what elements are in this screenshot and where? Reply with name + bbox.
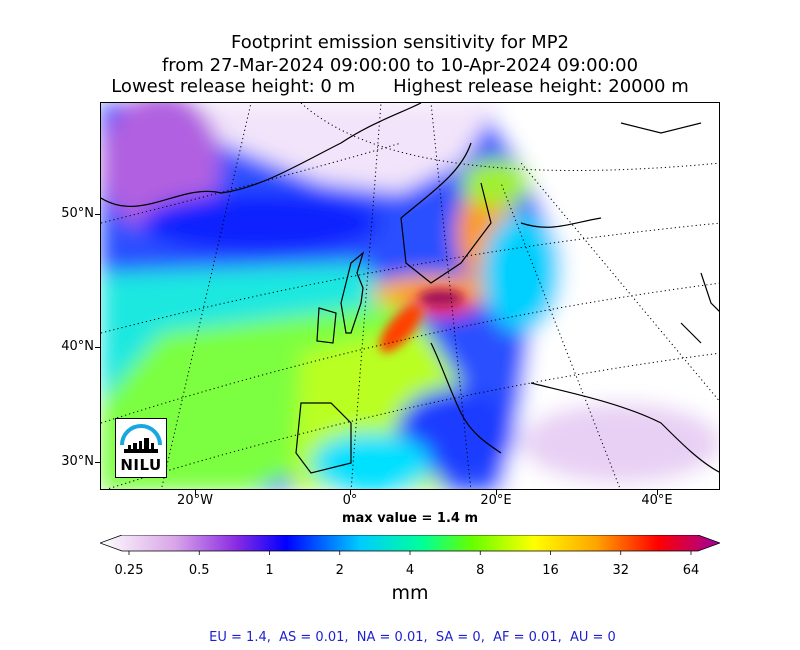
sensitivity-field bbox=[101, 103, 719, 489]
lon-tick bbox=[350, 490, 351, 495]
lat-tick bbox=[95, 214, 100, 215]
colorbar bbox=[100, 535, 720, 555]
colorbar-tick-label: 32 bbox=[612, 563, 630, 578]
lon-tick bbox=[496, 490, 497, 495]
footprint-map bbox=[100, 102, 720, 490]
lat-label-30n: 30°N bbox=[61, 454, 94, 469]
lat-tick bbox=[95, 462, 100, 463]
colorbar-tick-label: 64 bbox=[682, 563, 700, 578]
colorbar-tick-label: 4 bbox=[405, 563, 415, 578]
lon-label-40e: 40°E bbox=[641, 493, 673, 508]
lon-tick bbox=[657, 490, 658, 495]
max-value-label: max value = 1.4 m bbox=[341, 511, 479, 526]
highest-release-height: Highest release height: 20000 m bbox=[393, 76, 689, 97]
colorbar-tick-label: 1 bbox=[265, 563, 274, 578]
graticule bbox=[101, 103, 719, 489]
colorbar-tick-label: 0.25 bbox=[114, 563, 144, 578]
nilu-logo-icon bbox=[120, 424, 162, 453]
colorbar-tick-label: 0.5 bbox=[188, 563, 210, 578]
colorbar-tick-label: 2 bbox=[335, 563, 344, 578]
lon-label-20w: 20°W bbox=[177, 493, 213, 508]
lat-label-50n: 50°N bbox=[61, 206, 94, 221]
chart-subtitle-dates: from 27-Mar-2024 09:00:00 to 10-Apr-2024… bbox=[161, 55, 639, 76]
nilu-logo: NILU bbox=[115, 418, 167, 478]
colorbar-unit: mm bbox=[391, 582, 429, 604]
coastlines bbox=[101, 103, 719, 474]
colorbar-tick-label: 8 bbox=[476, 563, 485, 578]
lat-tick bbox=[95, 347, 100, 348]
lon-label-20e: 20°E bbox=[480, 493, 512, 508]
chart-subtitle-heights: Lowest release height: 0 m Highest releas… bbox=[0, 76, 800, 98]
lat-label-40n: 40°N bbox=[61, 339, 94, 354]
lon-label-0: 0° bbox=[342, 493, 358, 508]
lowest-release-height: Lowest release height: 0 m bbox=[111, 76, 356, 97]
lon-tick bbox=[195, 490, 196, 495]
chart-title: Footprint emission sensitivity for MP2 bbox=[230, 32, 569, 53]
colorbar-tick-label: 16 bbox=[542, 563, 559, 578]
region-summary: EU = 1.4, AS = 0.01, NA = 0.01, SA = 0, … bbox=[209, 630, 616, 645]
